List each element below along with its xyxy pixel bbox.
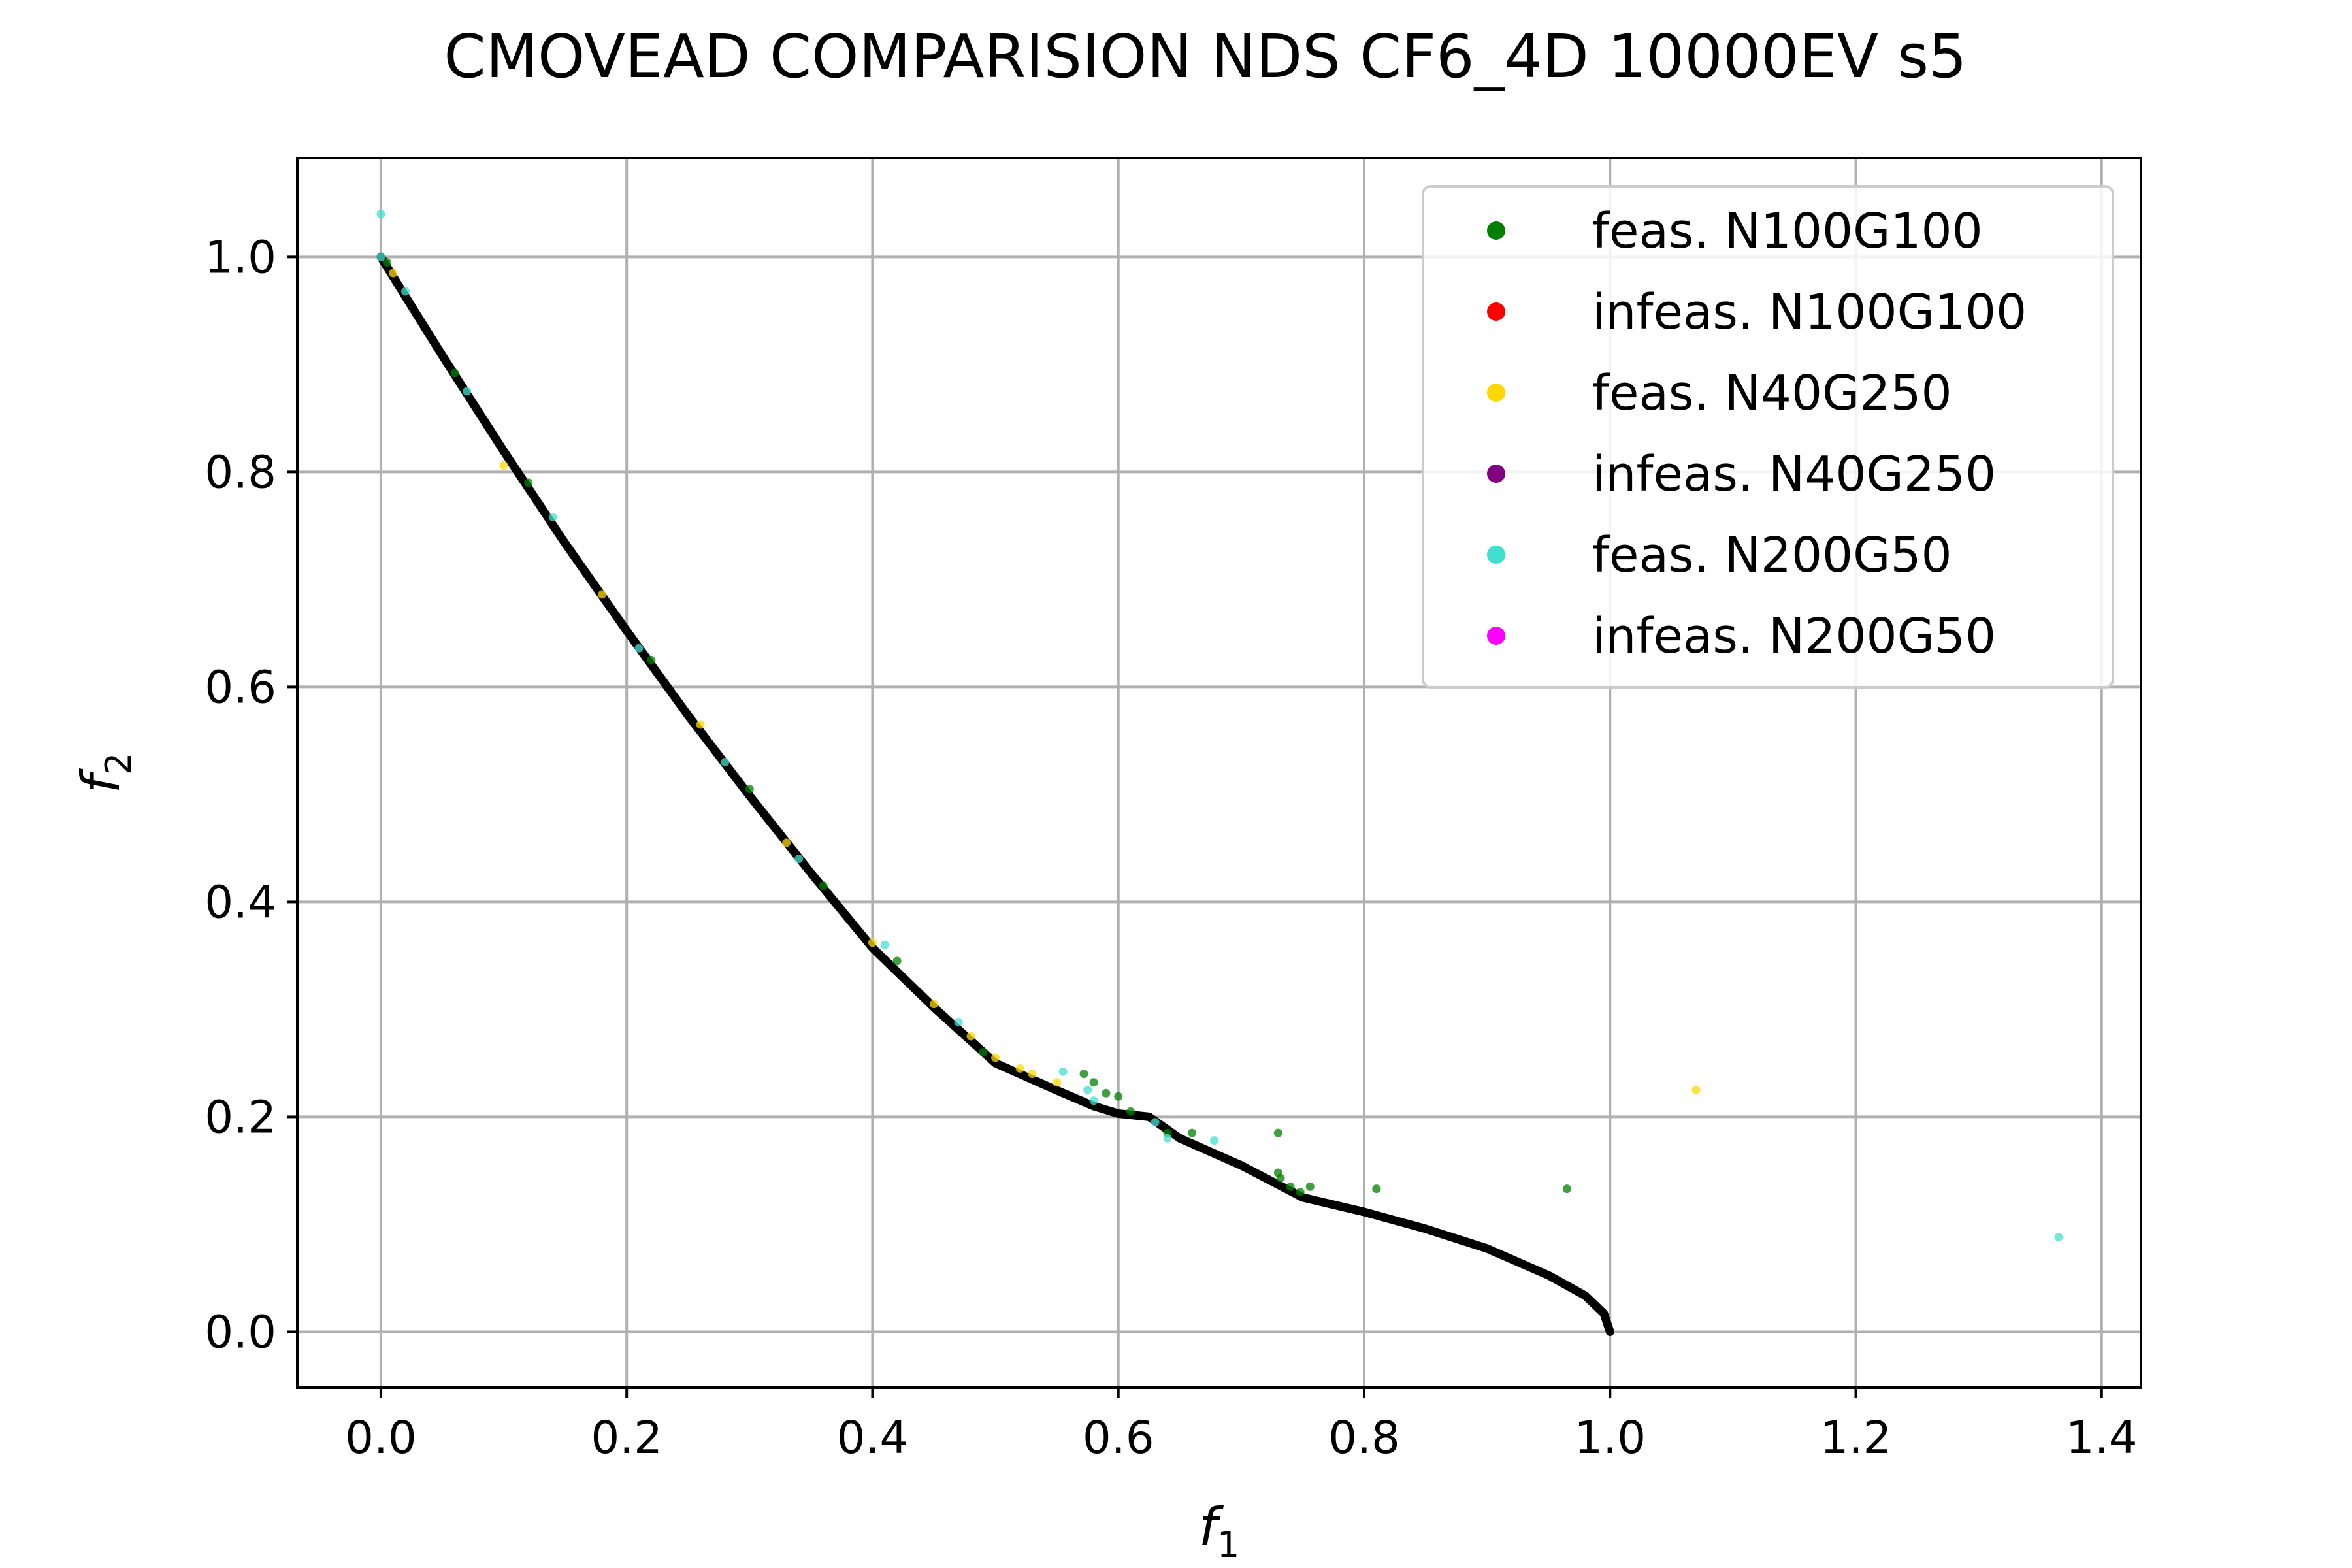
data-point [782, 838, 791, 847]
x-tick-label: 1.0 [1574, 1412, 1646, 1464]
data-point [1053, 1078, 1062, 1087]
data-point [819, 881, 828, 890]
data-point [1089, 1078, 1098, 1087]
data-point [376, 210, 385, 219]
y-axis: 0.0 0.2 0.4 0.6 0.8 1.0 [204, 231, 297, 1358]
reference-front-line [376, 252, 1614, 1336]
data-point [868, 938, 877, 947]
data-point [1028, 1070, 1037, 1079]
data-point [598, 590, 607, 599]
data-point [524, 478, 533, 487]
data-point [1691, 1085, 1701, 1094]
y-axis-title-sub: 2 [98, 753, 139, 775]
data-point [401, 287, 410, 296]
data-point [1209, 1136, 1218, 1145]
data-point [892, 956, 902, 966]
legend-marker [1487, 627, 1505, 645]
data-point [1079, 1070, 1088, 1079]
legend-label: feas. N200G50 [1592, 527, 1952, 583]
y-tick-label: 0.4 [204, 876, 276, 928]
legend-label: feas. N100G100 [1592, 203, 1983, 259]
legend-label: infeas. N200G50 [1592, 608, 1996, 664]
data-point [1163, 1134, 1172, 1143]
x-axis-title: f1 [1199, 1497, 1240, 1565]
legend-label: infeas. N100G100 [1592, 284, 2027, 340]
data-point [1305, 1182, 1315, 1191]
plot-frame [296, 157, 2142, 1389]
data-point [1562, 1184, 1571, 1194]
reference-front [376, 252, 1614, 1336]
legend-marker [1487, 465, 1505, 483]
y-tick-label: 0.2 [204, 1091, 276, 1143]
legend-box [1422, 185, 2114, 689]
data-point [1273, 1128, 1282, 1137]
data-point [1276, 1173, 1285, 1183]
data-point [979, 1048, 988, 1057]
y-tick-label: 1.0 [204, 231, 276, 284]
x-tick-label: 1.4 [2066, 1412, 2138, 1464]
y-tick-label: 0.0 [204, 1306, 276, 1358]
data-point [1151, 1118, 1160, 1127]
data-points [376, 210, 2063, 1242]
y-axis-title: f2 [71, 753, 139, 794]
series-points [389, 269, 1701, 1094]
chart-title: CMOVEAD COMPARISION NDS CF6_4D 10000EV s… [444, 22, 1967, 91]
data-point [376, 252, 385, 261]
legend-entries: feas. N100G100 infeas. N100G100 feas. N40G… [1487, 203, 2027, 664]
series-points [382, 258, 1571, 1197]
legend-marker [1487, 384, 1505, 402]
x-tick-label: 0.0 [345, 1412, 417, 1464]
data-point [1126, 1107, 1135, 1116]
data-point [647, 655, 656, 664]
data-point [1296, 1188, 1305, 1197]
legend-label: feas. N40G250 [1592, 365, 1952, 421]
legend-label: infeas. N40G250 [1592, 446, 1996, 502]
legend-marker [1487, 546, 1505, 564]
data-point [2054, 1233, 2063, 1242]
legend-marker [1487, 302, 1505, 321]
y-tick-label: 0.8 [204, 446, 276, 498]
legend-marker [1487, 221, 1505, 240]
legend: feas. N100G100 infeas. N100G100 feas. N40G… [1422, 185, 2114, 689]
x-tick-label: 0.6 [1083, 1412, 1154, 1464]
x-tick-label: 0.4 [837, 1412, 909, 1464]
x-tick-label: 1.2 [1820, 1412, 1892, 1464]
data-point [991, 1053, 1000, 1062]
y-tick-label: 0.6 [204, 661, 276, 713]
data-point [794, 855, 804, 864]
data-point [966, 1032, 975, 1041]
series-points [376, 210, 2063, 1242]
data-point [1102, 1088, 1111, 1098]
data-point [1083, 1085, 1092, 1094]
data-point [548, 512, 557, 521]
data-point [1089, 1096, 1098, 1105]
x-axis: 0.0 0.2 0.4 0.6 0.8 1.0 1.2 1.4 [345, 1388, 2138, 1464]
data-point [1372, 1184, 1381, 1194]
x-axis-title-sub: 1 [1217, 1524, 1239, 1565]
data-point [389, 269, 398, 278]
data-point [450, 368, 459, 378]
data-point [1114, 1092, 1123, 1101]
x-tick-label: 0.8 [1328, 1412, 1400, 1464]
data-point [880, 940, 889, 949]
data-point [954, 1018, 963, 1027]
data-point [745, 785, 754, 794]
data-point [463, 387, 472, 396]
data-point [634, 644, 644, 653]
data-point [1188, 1128, 1197, 1137]
data-point [1015, 1064, 1024, 1073]
data-point [499, 461, 508, 470]
data-point [930, 1000, 939, 1009]
data-point [696, 720, 705, 729]
data-point [382, 258, 391, 267]
data-point [721, 758, 730, 767]
x-tick-label: 0.2 [591, 1412, 662, 1464]
data-point [1286, 1182, 1295, 1191]
data-point [1058, 1067, 1068, 1076]
